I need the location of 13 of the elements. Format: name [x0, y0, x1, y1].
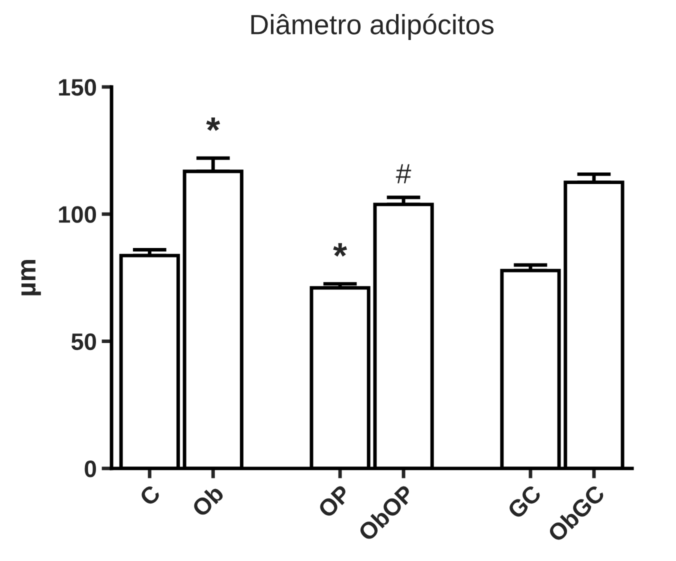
y-axis-title: µm — [21, 260, 41, 296]
x-tick-label: GC — [506, 484, 542, 520]
y-tick-label: 100 — [59, 206, 96, 223]
chart-title: Diâmetro adipócitos — [251, 14, 494, 40]
y-tick-label: 150 — [59, 79, 96, 96]
annotation: # — [396, 164, 412, 184]
x-tick-label: C — [138, 484, 162, 507]
annotation: * — [206, 117, 220, 131]
annotation: * — [333, 243, 348, 257]
x-tick-label: OP — [317, 484, 352, 519]
y-tick-label: 50 — [71, 333, 96, 350]
y-tick-label: 0 — [84, 460, 96, 478]
x-tick-label: Ob — [190, 484, 225, 518]
